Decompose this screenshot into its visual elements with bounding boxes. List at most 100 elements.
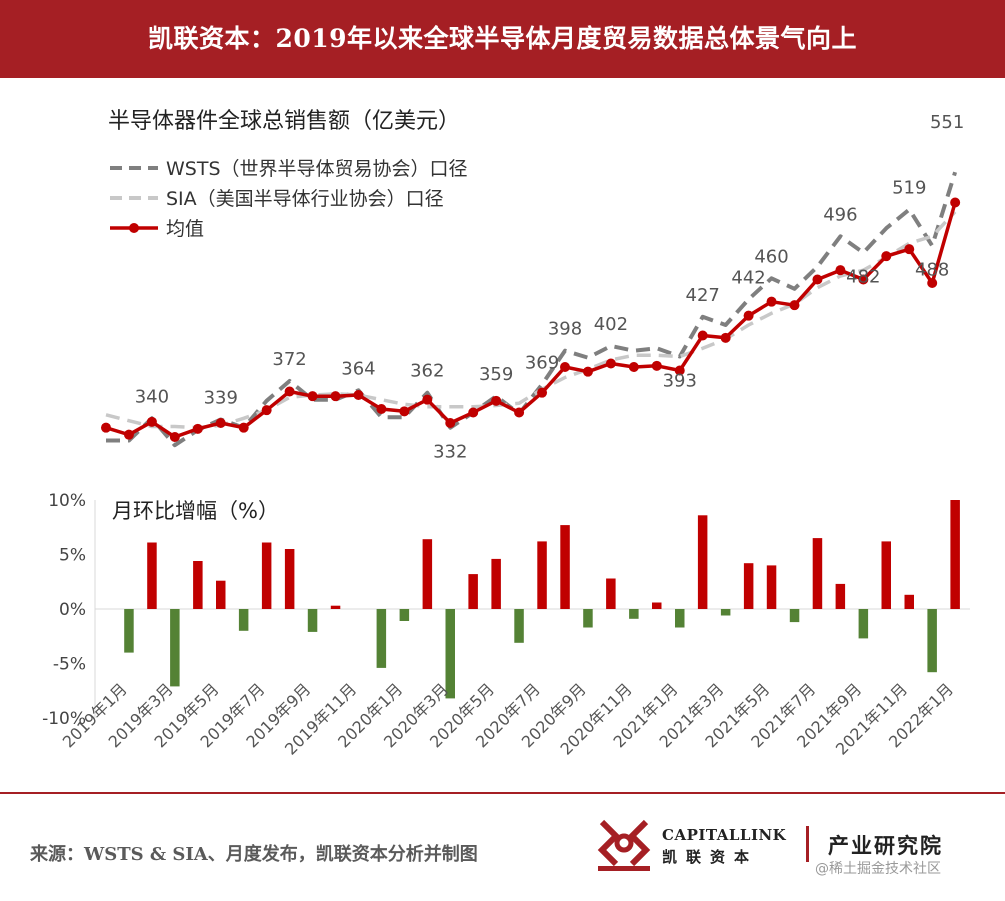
average-point	[537, 387, 548, 398]
bar-positive	[743, 563, 754, 609]
line-data-label: 393	[663, 371, 697, 392]
source-note: 来源：WSTS & SIA、月度发布，凯联资本分析并制图	[30, 844, 478, 865]
title-banner	[0, 0, 1005, 78]
bar-positive	[537, 541, 547, 609]
line-data-label: 427	[686, 285, 720, 306]
average-point	[628, 362, 639, 372]
average-point	[215, 418, 226, 428]
bar-positive	[812, 538, 823, 609]
bar-positive	[950, 500, 960, 609]
average-point	[399, 406, 410, 417]
average-point	[146, 416, 157, 427]
line-data-label: 460	[754, 246, 788, 267]
average-point	[835, 265, 846, 276]
series-line-wsts	[106, 171, 958, 448]
average-point	[697, 330, 708, 341]
average-point	[468, 407, 479, 418]
bar-negative	[675, 609, 685, 628]
average-point	[307, 391, 318, 402]
watermark: @稀土掘金技术社区	[815, 861, 941, 877]
average-point	[904, 244, 915, 255]
line-data-label: 340	[135, 386, 169, 407]
line-data-label: 519	[892, 178, 926, 199]
bar-negative	[629, 609, 639, 619]
average-point	[651, 360, 662, 371]
page-title: 凯联资本：2019年以来全球半导体月度贸易数据总体景气向上	[147, 24, 858, 53]
bar-negative	[170, 609, 180, 687]
bar-negative	[445, 609, 455, 699]
bar-y-tick-label: 10%	[48, 491, 86, 511]
bar-negative	[789, 609, 800, 623]
line-chart-title: 半导体器件全球总销售额（亿美元）	[108, 109, 460, 134]
bar-negative	[927, 609, 937, 673]
average-point	[514, 407, 525, 418]
bar-positive	[261, 542, 272, 609]
line-data-label: 402	[594, 314, 628, 335]
average-point	[950, 197, 961, 208]
average-point	[674, 365, 685, 376]
footer-divider	[0, 792, 1005, 794]
average-point	[422, 394, 433, 405]
line-data-label: 496	[823, 204, 857, 225]
average-point	[238, 422, 249, 433]
line-data-label: 488	[915, 260, 949, 281]
average-point	[491, 395, 502, 406]
bar-positive	[904, 594, 914, 609]
bar-positive	[491, 558, 501, 609]
average-point	[927, 278, 938, 288]
average-point	[169, 432, 180, 442]
line-series-layer	[101, 171, 961, 448]
average-point	[376, 404, 387, 414]
bar-positive	[216, 580, 226, 609]
bar-positive	[193, 561, 203, 609]
bar-positive	[330, 605, 341, 609]
bar-positive	[468, 574, 478, 609]
average-point	[445, 418, 456, 428]
average-point	[560, 362, 570, 372]
logo-separator	[806, 826, 809, 862]
logo-english: CAPITALLINK	[662, 826, 787, 844]
legend-wsts-label: WSTS（世界半导体贸易协会）口径	[166, 158, 468, 180]
average-point	[858, 274, 869, 285]
chart-area: 半导体器件全球总销售额（亿美元） WSTS（世界半导体贸易协会）口径 SIA（美…	[42, 109, 970, 759]
average-point	[123, 429, 134, 440]
legend-avg-label: 均值	[166, 218, 204, 240]
logo-chinese: 凯联资本	[662, 848, 759, 866]
bar-negative	[238, 609, 249, 631]
bar-negative	[858, 609, 869, 639]
average-point	[261, 405, 272, 416]
bar-series-layer	[124, 500, 960, 699]
bar-positive	[697, 515, 708, 609]
bar-positive	[835, 583, 846, 609]
legend-sia-label: SIA（美国半导体行业协会）口径	[166, 188, 444, 210]
bar-negative	[307, 609, 318, 632]
line-data-label: 551	[930, 112, 964, 133]
average-point	[743, 310, 754, 321]
average-point	[353, 390, 364, 400]
bar-y-ticks: 10% 5% 0% -5% -10%	[42, 491, 86, 729]
average-point	[789, 300, 800, 311]
bar-negative	[124, 609, 134, 653]
bar-negative	[376, 609, 387, 668]
bar-positive	[147, 542, 157, 609]
capitallink-logo-icon	[597, 819, 651, 871]
line-data-label: 398	[548, 319, 582, 340]
average-point	[720, 332, 731, 343]
bar-positive	[881, 541, 891, 609]
bar-negative	[720, 609, 731, 616]
line-data-label: 362	[410, 361, 444, 382]
institute-tagline: 产业研究院	[828, 833, 943, 858]
line-data-label: 339	[204, 388, 238, 409]
average-point	[330, 391, 341, 402]
line-data-label: 482	[846, 267, 880, 288]
average-point	[812, 274, 823, 285]
average-point	[192, 423, 203, 434]
line-data-label: 372	[272, 349, 306, 370]
legend-avg-marker	[129, 223, 139, 233]
bar-chart-title: 月环比增幅（%）	[112, 499, 279, 523]
line-data-label: 359	[479, 364, 513, 385]
bar-negative	[583, 609, 593, 628]
average-point	[881, 251, 892, 262]
average-point	[766, 296, 777, 307]
